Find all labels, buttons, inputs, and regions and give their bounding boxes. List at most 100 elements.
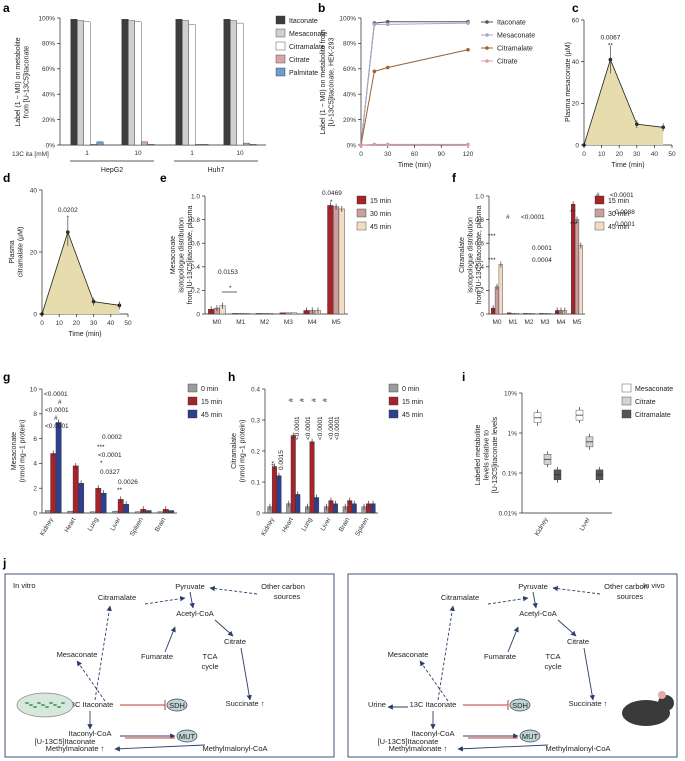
bar-45-min [55, 422, 62, 514]
y-axis-label: Mesaconate [170, 236, 177, 274]
significance-stars: ** [570, 209, 576, 216]
cell-icon [25, 702, 29, 704]
bar-15-min [72, 465, 79, 514]
x-tick-label: 10 [598, 151, 606, 158]
y-tick-label: 2 [33, 486, 37, 493]
significance-stars: ** [117, 487, 123, 494]
node-source-itaconate: [U-13C5]Itaconate [35, 737, 96, 746]
y-tick-label: 1% [508, 430, 518, 437]
bar-45-min [78, 483, 85, 514]
significance-stars: # [54, 415, 58, 422]
in-vivo-box [347, 573, 678, 758]
legend-entry-i: Citrate [635, 399, 656, 406]
panel-letter: c [572, 1, 579, 15]
p-value: <0.0001 [305, 416, 312, 440]
x-tick-label: Kidney [534, 516, 550, 537]
x-tick-label: Liver [579, 516, 593, 532]
bar-15-min [279, 312, 286, 315]
legend-entry-f: 45 min [608, 224, 629, 231]
y-tick-label: 0.6 [475, 241, 484, 248]
legend-swatch [275, 41, 286, 51]
node-itaconate: 13C Itaconate [67, 700, 114, 709]
x-tick-label: 1 [190, 150, 194, 157]
bar-0-min [112, 510, 119, 514]
y-tick-label: 20% [343, 117, 356, 124]
bar-mesaconate [128, 20, 135, 146]
legend-swatch [275, 15, 286, 25]
data-point [372, 142, 377, 147]
legend-swatch [356, 221, 367, 231]
p-value: <0.0001 [294, 416, 301, 440]
node-urine: Urine [368, 700, 386, 709]
legend-entry-a: Mesaconate [289, 31, 327, 38]
significance-stars: # [506, 214, 510, 221]
y-axis-label: Citramalate [459, 237, 466, 273]
area-fill [584, 59, 664, 146]
arrow-methylmalonyl-methylmalonate [114, 744, 206, 752]
x-axis-label: Time (min) [611, 162, 644, 169]
y-axis-label: from [U-13C5]itaconate, plasma [187, 205, 194, 304]
y-tick-label: 0% [347, 142, 357, 149]
x-tick-label: 50 [668, 151, 676, 158]
y-tick-label: 10% [504, 390, 517, 397]
panel-letter: j [2, 556, 6, 570]
x-tick-label: 30 [633, 151, 641, 158]
x-tick-label: M2 [524, 319, 533, 326]
bar-0-min [67, 510, 74, 514]
data-point [582, 143, 586, 147]
legend-swatch [187, 409, 198, 419]
legend-entry-a: Citrate [289, 57, 310, 64]
bar-30-min [574, 219, 580, 315]
significance-stars: # [288, 398, 295, 402]
node-sdh: SDH [169, 701, 185, 710]
y-tick-label: 0.3 [251, 417, 260, 424]
in-vitro-label: In vitro [13, 581, 36, 590]
node-citrate: Citrate [224, 637, 246, 646]
y-tick-label: 0.1 [251, 479, 260, 486]
legend-entry-i: Mesaconate [635, 386, 673, 393]
bar-45-min [243, 313, 250, 315]
legend-swatch [275, 28, 286, 38]
bar-15-min [50, 453, 57, 514]
p-value: 0.0015 [278, 450, 285, 470]
y-tick-label: 0 [256, 510, 260, 517]
y-tick-label: 100% [339, 15, 356, 22]
bar-45-min [578, 245, 583, 315]
y-tick-label: 0.6 [191, 241, 200, 248]
y-tick-label: 60% [343, 66, 356, 73]
node-tca: TCA [203, 652, 218, 661]
y-tick-label: 1.0 [475, 193, 484, 200]
node-other-carbon: Other carbon [604, 582, 648, 591]
significance-stars: * [100, 460, 103, 467]
legend-entry-a: Citramalate [289, 44, 325, 51]
x-tick-label: 0 [359, 151, 363, 158]
data-point [359, 143, 363, 147]
x-tick-label: 40 [651, 151, 659, 158]
bar-30-min [526, 313, 532, 315]
significance-stars: # [58, 399, 62, 406]
p-value: 0.0088 [615, 209, 635, 216]
x-tick-label: M4 [556, 319, 565, 326]
y-tick-label: 4 [33, 461, 37, 468]
x-tick-label: M0 [492, 319, 501, 326]
bar-45-min [291, 312, 298, 315]
x-tick-label: M3 [540, 319, 549, 326]
y-tick-label: 0 [33, 311, 37, 318]
x-tick-label: Lung [87, 516, 100, 532]
y-tick-label: 0.4 [251, 386, 260, 393]
legend-entry-a: Palmitate [289, 70, 318, 77]
node-methylmalonate: Methylmalonate ↑ [389, 744, 448, 753]
legend-entry-g: 45 min [201, 412, 222, 419]
x-tick-label: M5 [332, 319, 341, 326]
significance-stars: *** [570, 221, 578, 228]
panel-letter: i [462, 370, 465, 384]
bar-0-min [157, 511, 164, 514]
arrow-itaconate-citramalate [437, 605, 455, 701]
p-value: <0.0001 [334, 416, 341, 440]
bar-15-min [271, 466, 277, 514]
node-pyruvate: Pyruvate [518, 582, 548, 591]
arrow-citrate-succinate [583, 647, 595, 701]
significance-stars: # [596, 192, 600, 199]
y-axis-label: Mesaconate [11, 432, 18, 470]
arrow-pyruvate-acetyl [189, 591, 195, 609]
